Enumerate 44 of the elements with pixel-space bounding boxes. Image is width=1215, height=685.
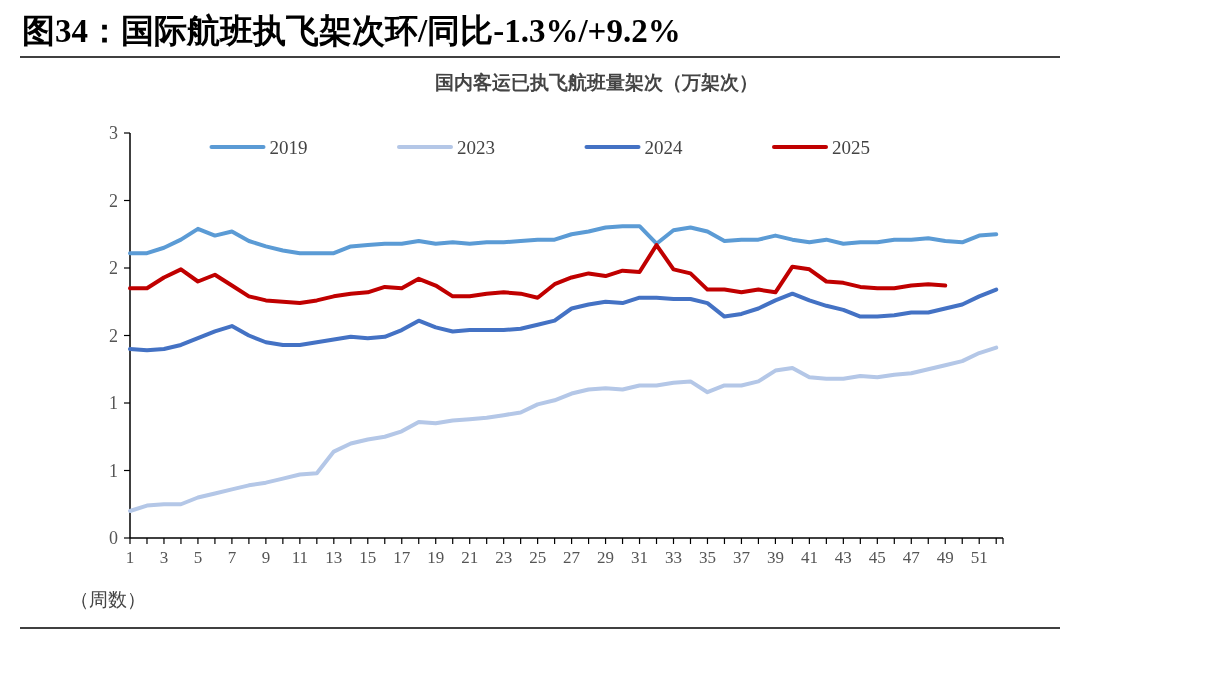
x-tick-label: 35 <box>698 548 716 567</box>
x-axis-title: （周数） <box>70 589 146 610</box>
chart-subtitle: 国内客运已执飞航班量架次（万架次） <box>435 72 758 93</box>
x-tick-label: 43 <box>834 548 852 567</box>
x-tick-label: 17 <box>393 548 411 567</box>
y-tick-label: 3 <box>109 123 118 143</box>
x-tick-label: 37 <box>732 548 751 567</box>
x-tick-label: 21 <box>461 548 479 567</box>
x-tick-label: 39 <box>766 548 784 567</box>
x-tick-label: 47 <box>902 548 921 567</box>
line-series <box>128 287 999 353</box>
x-tick-label: 3 <box>159 548 169 567</box>
x-tick-label: 27 <box>563 548 581 567</box>
y-tick-label: 2 <box>109 258 118 278</box>
legend-label: 2019 <box>269 137 308 158</box>
y-tick-label: 2 <box>109 325 118 346</box>
legend-label: 2025 <box>832 137 870 158</box>
legend-label: 2024 <box>644 137 683 158</box>
x-tick-label: 9 <box>261 548 271 567</box>
y-tick-label: 1 <box>109 393 118 413</box>
legend-label: 2023 <box>457 137 495 158</box>
y-tick-label: 2 <box>109 190 118 211</box>
x-tick-label: 11 <box>291 548 309 567</box>
x-tick-label: 31 <box>631 548 649 567</box>
x-tick-label: 7 <box>227 548 237 567</box>
x-tick-label: 49 <box>936 548 954 567</box>
x-tick-label: 45 <box>868 548 886 567</box>
y-tick-label: 1 <box>109 460 118 481</box>
x-tick-label: 19 <box>427 548 445 567</box>
x-tick-label: 23 <box>495 548 513 567</box>
x-tick-label: 15 <box>359 548 377 567</box>
y-tick-label: 0 <box>109 528 118 548</box>
x-tick-label: 13 <box>325 548 343 567</box>
x-tick-label: 5 <box>193 548 203 567</box>
chart-title: 图34：国际航班执飞架次环/同比-1.3%/+9.2% <box>22 13 681 49</box>
x-tick-label: 1 <box>125 548 135 567</box>
line-series <box>128 345 999 513</box>
x-tick-label: 33 <box>665 548 682 567</box>
line-series <box>128 224 999 256</box>
x-tick-label: 51 <box>970 548 988 567</box>
x-tick-label: 41 <box>800 548 818 567</box>
x-tick-label: 25 <box>529 548 547 567</box>
x-tick-label: 29 <box>597 548 615 567</box>
line-series <box>128 243 948 306</box>
